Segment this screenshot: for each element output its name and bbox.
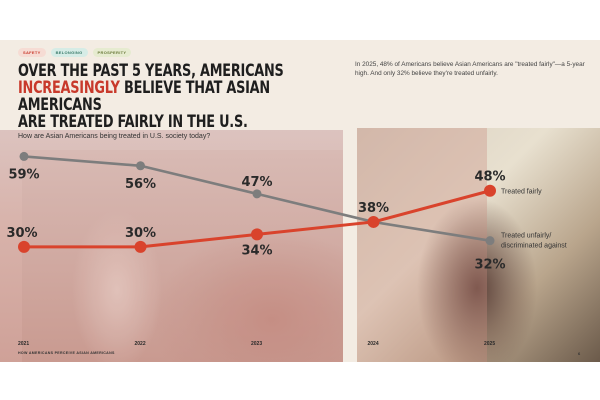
title-highlight: INCREASINGLY (18, 78, 120, 97)
unfair-point-2022 (136, 161, 145, 171)
fair-value-label: 38% (358, 201, 389, 216)
report-page: SAFETY BELONGING PROSPERITY OVER THE PAS… (0, 40, 600, 362)
side-photo (357, 128, 600, 362)
legend-treated-fairly: Treated fairly (501, 189, 542, 196)
unfair-value-label: 56% (125, 177, 156, 192)
fair-point-2023 (251, 228, 263, 241)
title-line-2: BELIEVE THAT ASIAN AMERICANS (18, 78, 270, 114)
fair-point-2025 (484, 184, 496, 197)
unfair-point-2025 (485, 236, 495, 246)
fair-point-2021 (18, 240, 30, 253)
unfair-value-label: 32% (474, 258, 505, 273)
fair-value-label: 30% (125, 226, 156, 241)
fair-point-2022 (134, 240, 147, 253)
legend-treated-unfairly-line2: discriminated against (501, 243, 567, 250)
fair-value-label: 30% (6, 226, 37, 241)
x-tick-label: 2023 (251, 341, 262, 347)
x-tick-label: 2022 (135, 341, 146, 347)
portrait-photo (22, 150, 343, 362)
chart-title: How are Asian Americans being treated in… (18, 133, 211, 140)
x-tick-label: 2025 (484, 341, 495, 347)
tag-safety[interactable]: SAFETY (18, 48, 46, 57)
unfair-series-line (23, 155, 491, 242)
tag-belonging[interactable]: BELONGING (50, 48, 88, 57)
fair-value-label: 34% (241, 243, 272, 258)
title-line-3: ARE TREATED FAIRLY IN THE U.S. (18, 112, 248, 131)
tag-prosperity[interactable]: PROSPERITY (92, 48, 132, 57)
page-number: 6 (578, 351, 581, 356)
fair-point-2024 (367, 215, 380, 228)
x-tick-label: 2024 (368, 341, 379, 347)
description: In 2025, 48% of Americans believe Asian … (355, 61, 585, 77)
page-title: OVER THE PAST 5 YEARS, AMERICANS INCREAS… (18, 62, 346, 130)
unfair-value-label: 47% (241, 175, 272, 190)
x-tick-label: 2021 (18, 341, 29, 347)
footer-text: HOW AMERICANS PERCEIVE ASIAN AMERICANS (18, 351, 115, 355)
unfair-point-2023 (252, 189, 262, 199)
unfair-value-label: 59% (8, 167, 39, 182)
unfair-point-2021 (19, 151, 29, 161)
legend-treated-unfairly-line1: Treated unfairly/ (501, 233, 551, 240)
category-tags: SAFETY BELONGING PROSPERITY (18, 48, 132, 57)
fair-value-label: 48% (474, 170, 505, 185)
title-line-1: OVER THE PAST 5 YEARS, AMERICANS (18, 61, 284, 80)
